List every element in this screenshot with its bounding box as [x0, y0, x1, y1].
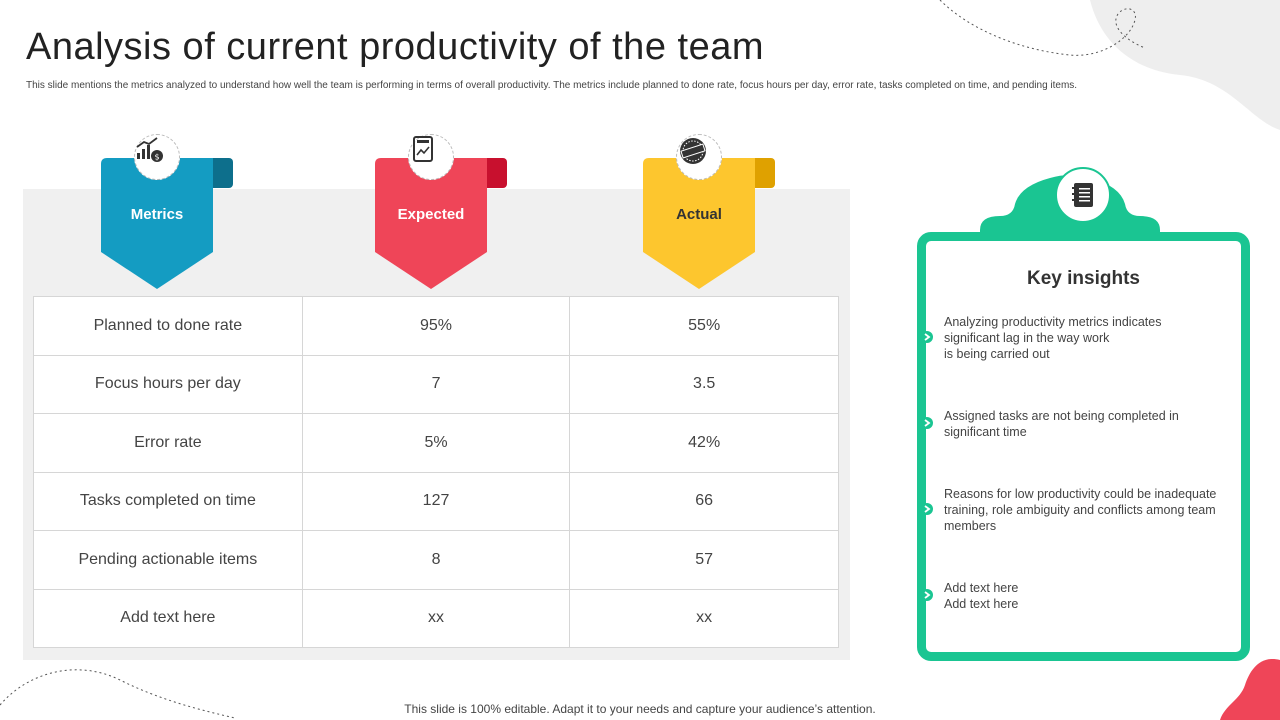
expected-cell: 95% [301, 296, 571, 356]
chevron-right-icon [921, 589, 933, 601]
chart-money-icon: $ [134, 134, 180, 180]
page-title: Analysis of current productivity of the … [26, 26, 764, 68]
column-label-actual: Actual [676, 206, 722, 223]
table-row: Add text here xx xx [33, 588, 839, 648]
tab-ribbon-shape [101, 158, 233, 289]
expected-cell: 5% [301, 413, 571, 473]
insight-item: Add text here Add text here [944, 581, 1019, 611]
column-label-expected: Expected [397, 206, 465, 223]
actual-cell: 42% [569, 413, 839, 473]
expected-cell: 8 [301, 530, 571, 590]
metric-cell: Pending actionable items [33, 530, 303, 590]
svg-text:$: $ [154, 153, 159, 162]
chevron-right-icon [921, 417, 933, 429]
document-chart-icon [408, 134, 454, 180]
actual-stamp-icon [676, 134, 722, 180]
chevron-right-icon [921, 331, 933, 343]
footer-note: This slide is 100% editable. Adapt it to… [404, 702, 876, 716]
column-tab-actual: Actual [643, 134, 775, 290]
table-row: Focus hours per day 7 3.5 [33, 354, 839, 414]
column-tab-metrics: $ Metrics [101, 134, 233, 290]
metric-cell: Error rate [33, 413, 303, 473]
tab-ribbon-shape [375, 158, 507, 289]
expected-cell: 7 [301, 354, 571, 414]
column-label-metrics: Metrics [130, 206, 184, 223]
insight-item: Analyzing productivity metrics indicates… [944, 315, 1162, 361]
metric-cell: Planned to done rate [33, 296, 303, 356]
notebook-icon [1055, 167, 1111, 223]
key-insights-title: Key insights [1027, 268, 1140, 289]
expected-cell: xx [301, 588, 571, 648]
tab-ribbon-shape [643, 158, 775, 289]
metric-cell: Focus hours per day [33, 354, 303, 414]
page-subtitle: This slide mentions the metrics analyzed… [26, 80, 1078, 91]
expected-cell: 127 [301, 471, 571, 531]
table-row: Tasks completed on time 127 66 [33, 471, 839, 531]
decorative-blob-top-right [939, 0, 1280, 130]
insight-item: Reasons for low productivity could be in… [944, 487, 1217, 533]
table-row: Pending actionable items 8 57 [33, 530, 839, 590]
decorative-curve-bottom-left [0, 669, 236, 719]
actual-cell: 57 [569, 530, 839, 590]
table-row: Error rate 5% 42% [33, 413, 839, 473]
metrics-table: Planned to done rate 95% 55% Focus hours… [33, 296, 839, 648]
metric-cell: Add text here [33, 588, 303, 648]
actual-cell: 3.5 [569, 354, 839, 414]
key-insights-card [917, 232, 1250, 661]
table-row: Planned to done rate 95% 55% [33, 296, 839, 356]
insight-item: Assigned tasks are not being completed i… [944, 409, 1179, 439]
chevron-right-icon [921, 503, 933, 515]
actual-cell: xx [569, 588, 839, 648]
decorative-blob-bottom-right [1220, 659, 1280, 720]
metric-cell: Tasks completed on time [33, 471, 303, 531]
column-tab-expected: Expected [375, 134, 507, 290]
actual-cell: 55% [569, 296, 839, 356]
actual-cell: 66 [569, 471, 839, 531]
